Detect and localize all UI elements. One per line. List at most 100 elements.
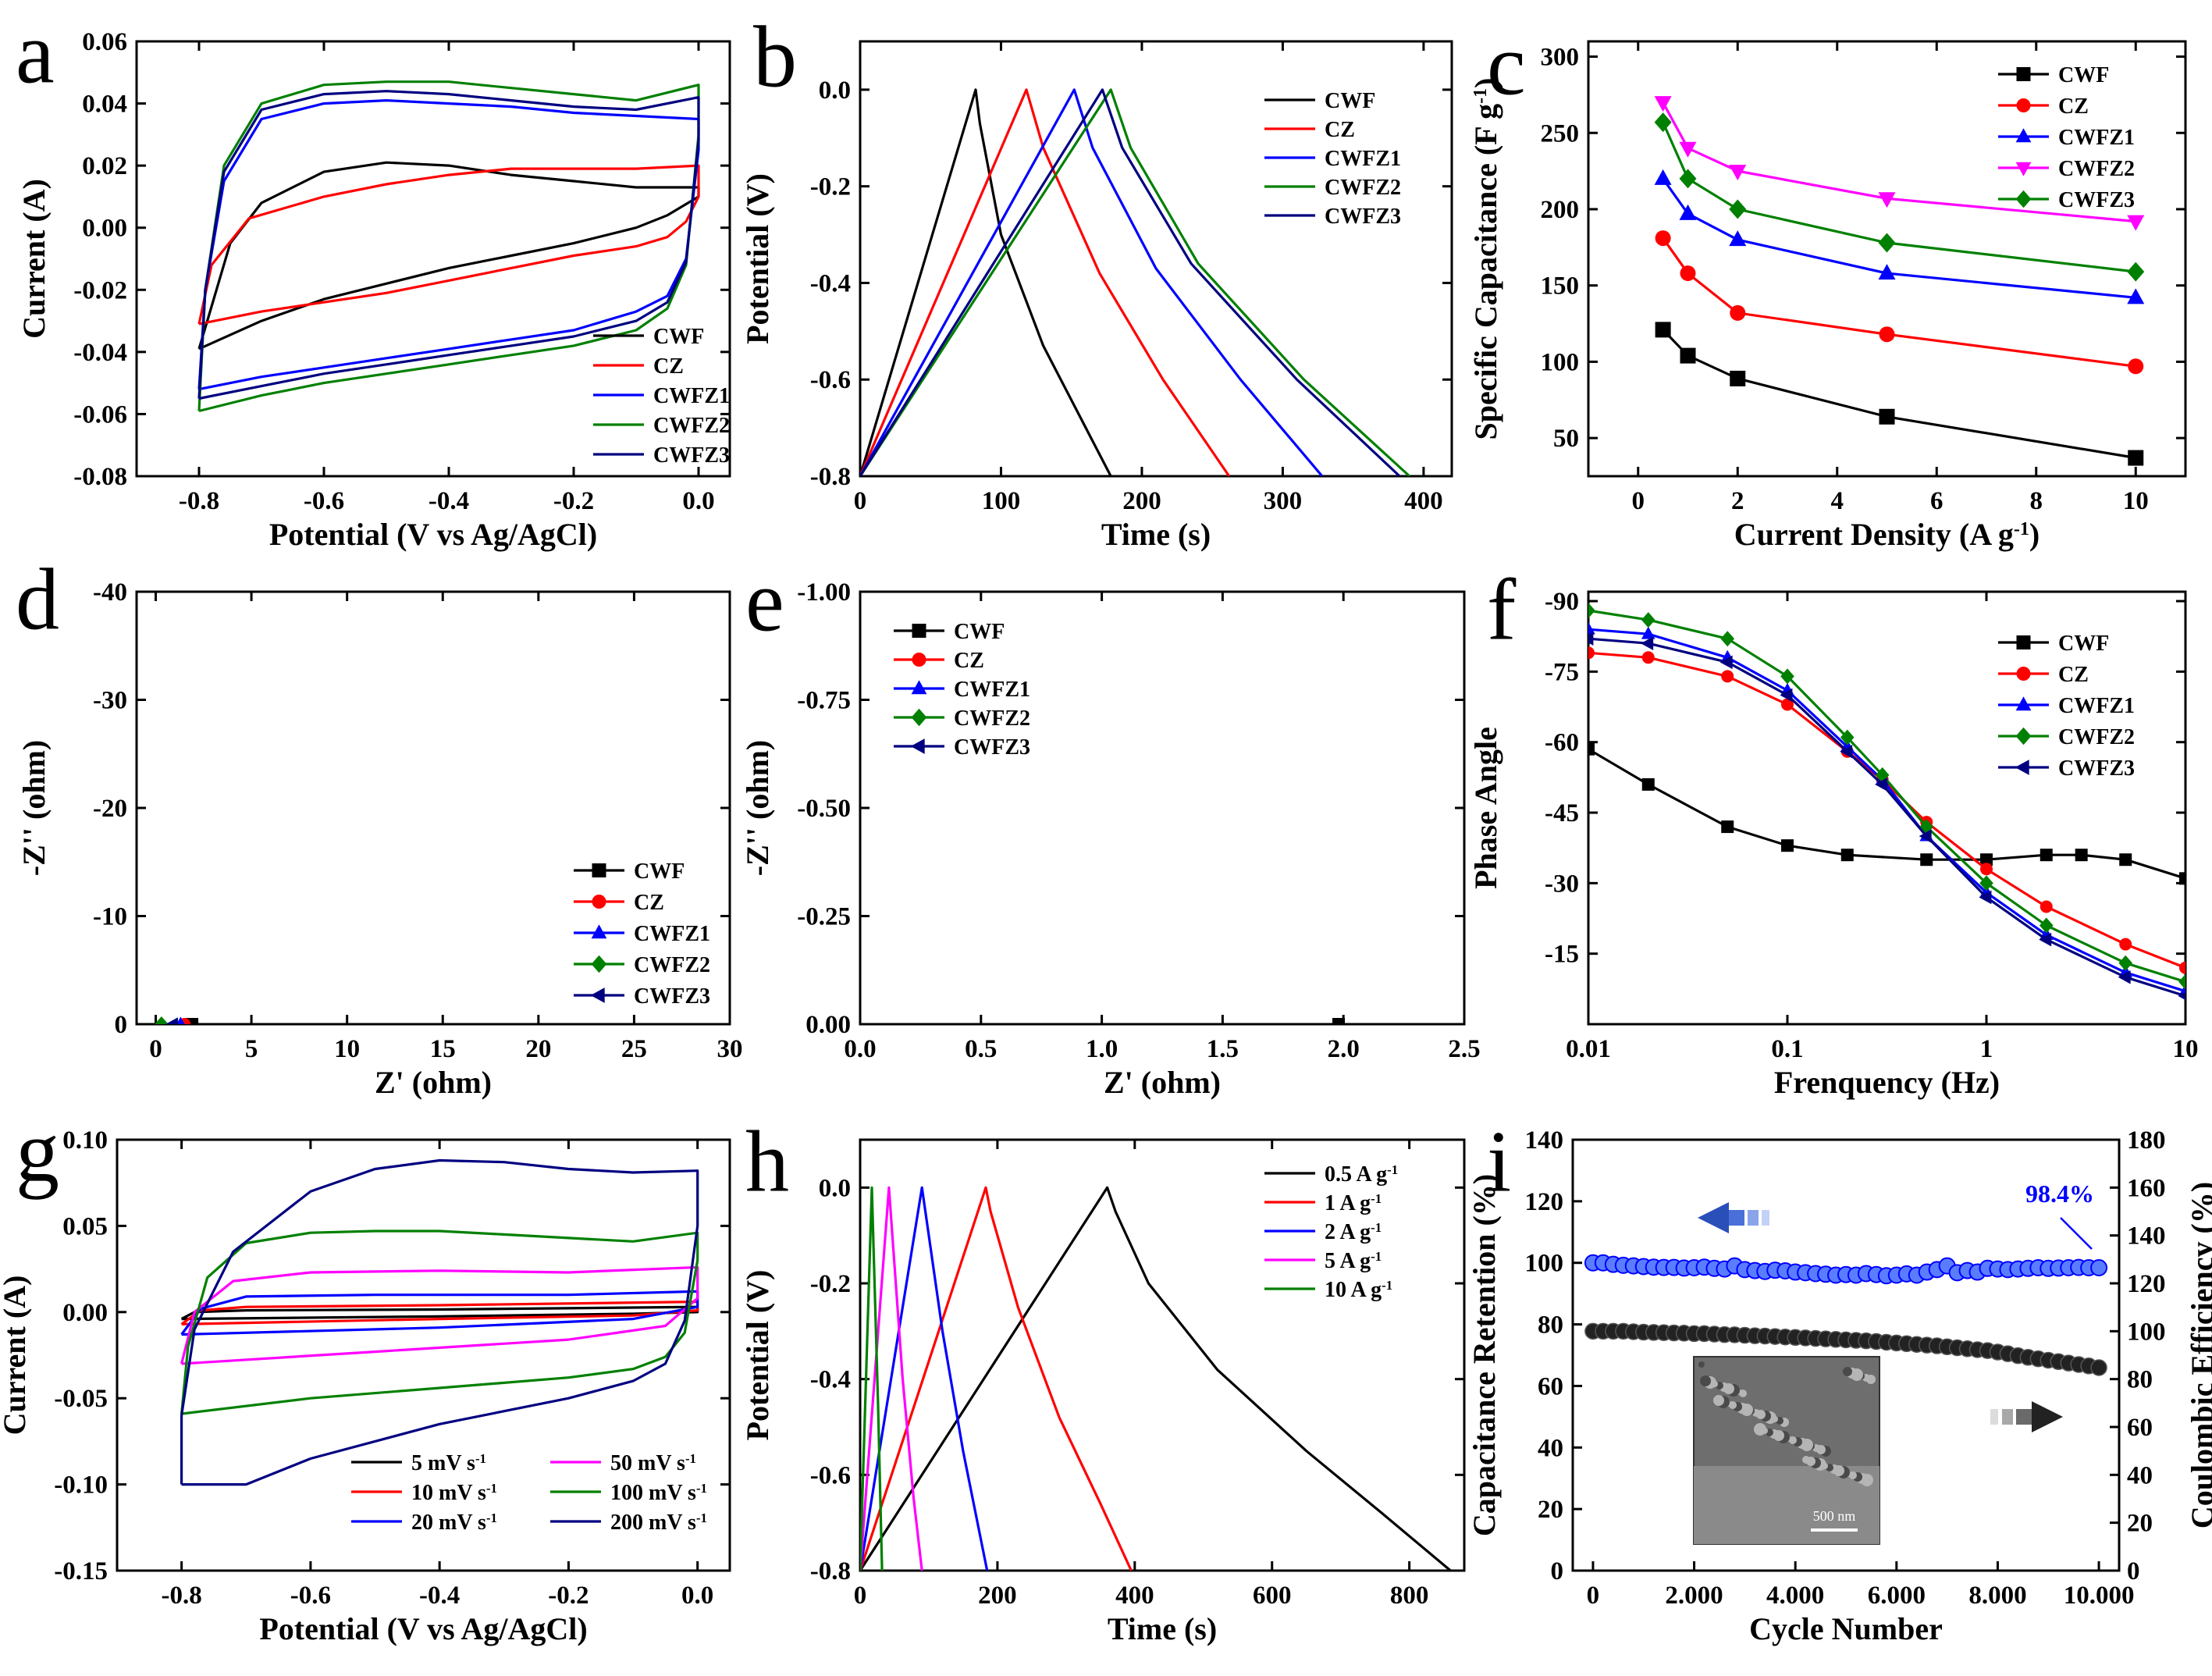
x-tick-label: 0.1 [1771,1035,1803,1063]
legend: CWF CZ CWFZ1 CWFZ2 CWFZ3 [1264,89,1401,229]
series-cwfz3 [165,1017,187,1140]
series-cz [860,88,1231,476]
panel-a: a -0.8 -0.6 -0.4 -0.2 0.0 -0.08 -0.06 -0.04 -0.02… [16,5,731,552]
x-tick-label: 15 [430,1035,456,1063]
panel-i: i0 2.000 4.000 6.000 8.000 10.000020406080100… [1467,1114,2212,1646]
data-point [208,1233,222,1245]
y-tick-label: 250 [1541,119,1580,148]
legend-label: 10 A g-1 [1325,1278,1392,1303]
data-point [1010,1026,1022,1040]
x-axis-label: Potential (V vs Ag/AgCl) [259,1611,587,1646]
data-point [2178,991,2185,1001]
y-tick-label: 0.0 [819,1174,851,1202]
series-line [860,1186,884,1571]
plot-area [180,1158,699,1486]
plot-area [950,1018,1417,1453]
y-tick-label: -0.15 [54,1557,108,1585]
data-point [1729,165,1747,181]
panel-c: c 0 2 4 6 8 10 50 100 150 200 250 300 Current Density… [1468,17,2187,552]
data-point [2127,215,2145,231]
y-tick-label: 0.05 [62,1212,108,1240]
series-cwfz2 [950,1034,1077,1421]
series-cwfz1 [176,1016,222,1245]
data-point [1104,1329,1116,1343]
y2-tick-label: 180 [2127,1126,2166,1155]
legend-label: CWF [954,620,1005,644]
plot-frame [859,40,1453,478]
data-point [2127,262,2145,282]
panel-letter: e [745,553,784,650]
data-point [155,1016,169,1024]
x-tick-label: 20 [525,1035,551,1063]
data-point [456,1126,468,1139]
y2-tick-label: 60 [2127,1414,2153,1442]
series-cwfz3 [860,88,1401,476]
series-line [860,1186,1133,1571]
data-point [2090,1259,2108,1277]
data-point [2127,288,2145,304]
plot-area [860,88,1410,476]
series-cwfz1 [974,1038,1133,1453]
legend-label: 20 mV s-1 [411,1511,497,1535]
y-tick-label: -30 [93,687,127,715]
data-point [1034,1030,1047,1044]
arrow-seg [1748,1210,1759,1226]
x-tick-label: 800 [1390,1582,1429,1610]
legend-marker [591,924,607,939]
data-point [1781,698,1794,711]
data-point [1083,1079,1096,1091]
arrow-seg [1762,1210,1769,1226]
series-line [1588,609,2185,984]
x-tick-label: 5 [245,1035,258,1063]
y-axis-label: Current (A) [0,1276,32,1436]
series-20-mv-s [180,1290,699,1336]
legend-marker [2015,162,2032,176]
data-point [1405,1139,1417,1151]
legend-label: CWFZ1 [2058,694,2135,718]
data-point [1641,651,1655,664]
data-point [2040,900,2053,913]
data-point [1641,612,1655,628]
y-tick-label: -90 [1545,588,1579,616]
data-point [2040,849,2053,862]
plot-area [1584,1254,2108,1376]
series-line [860,88,1112,476]
data-point [2179,961,2185,974]
panel-letter: d [16,552,59,649]
y-tick-label: -0.6 [810,1461,851,1489]
x-tick-label: -0.2 [548,1582,589,1610]
y-tick-label: 0.02 [82,152,127,180]
legend-marker [2016,67,2031,81]
data-point [1654,169,1672,185]
panel-b: b 0 100 200 300 400 -0.8 -0.6 -0.4 -0.2 0.0 Time (s… [740,9,1453,552]
y-tick-label: 0 [115,1011,128,1039]
series-line [860,88,1231,476]
legend-marker [912,653,926,667]
legend-marker [592,895,606,909]
legend-label: CZ [954,649,984,673]
x-tick-label: 2 [1731,487,1744,515]
data-point [1588,632,1594,646]
x-tick-label: 10 [334,1035,360,1063]
x-tick-label: 30 [717,1035,743,1063]
data-point [175,1126,187,1140]
legend-label: 5 mV s-1 [411,1451,486,1476]
series-line [197,164,700,326]
legend-label: CZ [634,891,664,915]
x-tick-label: 4.000 [1766,1582,1824,1610]
x-axis-label: Z' (ohm) [1104,1065,1221,1100]
data-point [1729,230,1747,247]
legend-marker [910,738,925,754]
y-tick-label: 0.0 [819,77,851,105]
y-tick-label: -0.2 [810,173,851,201]
x-tick-label: 2.000 [1665,1582,1723,1610]
legend-label: CWFZ1 [1325,147,1401,171]
series-200-mv-s [180,1158,699,1486]
x-axis-label: Potential (V vs Ag/AgCl) [269,517,597,552]
x-axis-label: Time (s) [1108,1611,1217,1646]
series-1-a-g [860,1186,1133,1571]
data-point [189,1125,203,1137]
legend-marker [911,708,927,727]
series-line [860,1186,923,1571]
data-point [1840,744,1853,759]
